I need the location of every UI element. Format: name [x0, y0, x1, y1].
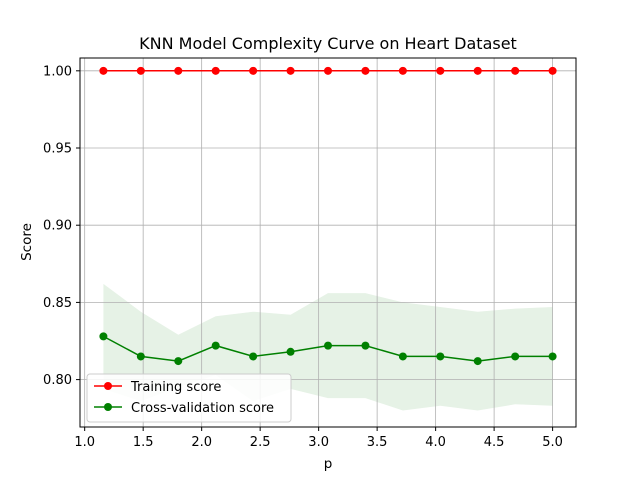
series-1-point-5 — [286, 347, 295, 356]
y-tick-label-1: 0.85 — [43, 296, 72, 311]
legend-frame — [86, 373, 292, 423]
series-0-point-11 — [511, 66, 520, 75]
series-0-point-4 — [249, 66, 258, 75]
series-1-point-1 — [136, 352, 145, 361]
series-1-point-3 — [211, 341, 220, 350]
y-tick-label-0: 0.80 — [43, 373, 72, 388]
series-0-point-3 — [211, 66, 220, 75]
x-tick-label-4: 3.0 — [308, 435, 329, 450]
legend-marker-training — [104, 382, 112, 390]
series-0-point-10 — [473, 66, 482, 75]
x-tick-label-3: 2.5 — [250, 435, 271, 450]
x-tick-label-1: 1.5 — [133, 435, 154, 450]
legend: Training score Cross-validation score — [86, 373, 292, 423]
series-1-point-6 — [324, 341, 332, 350]
series-1-point-8 — [398, 352, 407, 361]
x-tick-label-7: 4.5 — [484, 435, 505, 450]
series-0-point-0 — [99, 66, 108, 75]
series-1-point-9 — [436, 352, 445, 361]
y-axis-label: Score — [19, 223, 35, 261]
series-1-point-11 — [511, 352, 520, 361]
legend-label-training: Training score — [130, 380, 221, 395]
x-tick-label-5: 3.5 — [367, 435, 388, 450]
y-tick-label-4: 1.00 — [43, 64, 72, 79]
series-1-point-4 — [249, 352, 258, 361]
series-0-point-9 — [436, 66, 445, 75]
x-axis-label: p — [324, 456, 333, 472]
series-0-point-8 — [398, 66, 407, 75]
legend-label-cv: Cross-validation score — [131, 401, 274, 416]
series-1-point-7 — [361, 341, 370, 350]
series-1-point-0 — [99, 332, 108, 341]
x-tick-label-2: 2.0 — [191, 435, 212, 450]
series-0-point-1 — [136, 66, 145, 75]
series-1-point-10 — [473, 357, 482, 366]
chart-title: KNN Model Complexity Curve on Heart Data… — [139, 34, 517, 53]
y-tick-label-3: 0.95 — [43, 142, 72, 157]
series-lines — [99, 66, 557, 366]
axes — [79, 57, 577, 428]
series-0-point-6 — [324, 66, 332, 75]
x-tick-label-8: 5.0 — [542, 435, 563, 450]
series-1-point-2 — [174, 357, 183, 366]
series-0-point-12 — [548, 66, 557, 75]
series-0-point-7 — [361, 66, 370, 75]
legend-marker-cv — [104, 403, 112, 411]
x-tick-label-6: 4.0 — [425, 435, 446, 450]
ticks: 1.0 1.5 2.0 2.5 3.0 3.5 4.0 4.5 5.0 0.80 0.85 0.90 0… — [43, 64, 563, 450]
x-tick-label-0: 1.0 — [74, 435, 95, 450]
series-0-point-2 — [174, 66, 183, 75]
plot-frame — [79, 57, 577, 428]
series-0-point-5 — [286, 66, 295, 75]
y-tick-label-2: 0.90 — [43, 219, 72, 234]
series-1-point-12 — [548, 352, 557, 361]
